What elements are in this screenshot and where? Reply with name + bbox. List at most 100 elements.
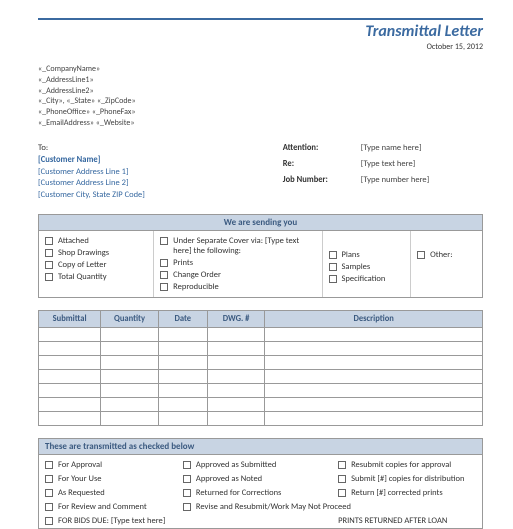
table-cell[interactable] xyxy=(158,398,207,412)
to-block: To: [Customer Name] [Customer Address Li… xyxy=(38,143,483,202)
checkbox-label: Shop Drawings xyxy=(58,248,109,258)
checkbox[interactable] xyxy=(338,461,346,469)
table-cell[interactable] xyxy=(39,370,101,384)
checkbox[interactable] xyxy=(160,283,168,291)
table-row xyxy=(39,342,483,356)
table-cell[interactable] xyxy=(207,356,265,370)
company-csz: «_City», «_State» «_ZipCode» xyxy=(38,96,483,107)
checkbox[interactable] xyxy=(45,489,53,497)
table-cell[interactable] xyxy=(207,398,265,412)
customer-name[interactable]: [Customer Name] xyxy=(38,155,283,167)
table-cell[interactable] xyxy=(265,328,483,342)
table-cell[interactable] xyxy=(265,370,483,384)
table-cell[interactable] xyxy=(101,356,159,370)
table-cell[interactable] xyxy=(158,328,207,342)
checkbox[interactable] xyxy=(329,263,337,271)
checkbox-label: Samples xyxy=(342,262,371,272)
checkbox-row: Returned for Corrections xyxy=(183,488,338,498)
checkbox-row: Return [#] corrected prints xyxy=(338,488,476,498)
checkbox[interactable] xyxy=(183,475,191,483)
checkbox-row: Other: xyxy=(417,250,476,260)
table-cell[interactable] xyxy=(101,328,159,342)
company-email: «_EmailAddress» «_Website» xyxy=(38,118,483,129)
table-cell[interactable] xyxy=(101,370,159,384)
checkbox[interactable] xyxy=(329,251,337,259)
sending-col2-head: Under Separate Cover via: [Type text her… xyxy=(173,236,315,256)
checkbox-row: Approved as Noted xyxy=(183,474,338,484)
table-cell[interactable] xyxy=(39,412,101,426)
table-cell[interactable] xyxy=(207,328,265,342)
sending-col2: Under Separate Cover via: [Type text her… xyxy=(154,231,322,297)
checkbox-label: Specification xyxy=(342,274,386,284)
checkbox[interactable] xyxy=(183,461,191,469)
table-row xyxy=(39,370,483,384)
re-field[interactable]: [Type text here] xyxy=(361,159,416,169)
table-cell[interactable] xyxy=(207,384,265,398)
table-cell[interactable] xyxy=(207,412,265,426)
checkbox-label: Revise and Resubmit/Work May Not Proceed xyxy=(196,502,351,512)
checkbox[interactable] xyxy=(45,517,53,525)
table-cell[interactable] xyxy=(158,384,207,398)
table-cell[interactable] xyxy=(265,384,483,398)
checkbox[interactable] xyxy=(160,237,168,245)
checkbox-row: Specification xyxy=(329,274,405,284)
table-cell[interactable] xyxy=(265,398,483,412)
checkbox[interactable] xyxy=(338,489,346,497)
attention-field[interactable]: [Type name here] xyxy=(361,143,422,153)
table-cell[interactable] xyxy=(39,384,101,398)
table-row xyxy=(39,412,483,426)
table-cell[interactable] xyxy=(158,356,207,370)
checkbox-label: Return [#] corrected prints xyxy=(351,488,443,498)
checkbox[interactable] xyxy=(45,237,53,245)
table-cell[interactable] xyxy=(39,398,101,412)
job-field[interactable]: [Type number here] xyxy=(361,175,430,185)
table-cell[interactable] xyxy=(101,384,159,398)
table-cell[interactable] xyxy=(207,342,265,356)
checkbox[interactable] xyxy=(45,475,53,483)
table-row xyxy=(39,398,483,412)
checkbox[interactable] xyxy=(45,261,53,269)
transmitted-grid: For ApprovalApproved as SubmittedResubmi… xyxy=(38,455,483,529)
checkbox-row: Prints xyxy=(160,258,315,268)
table-cell[interactable] xyxy=(101,342,159,356)
table-cell[interactable] xyxy=(39,328,101,342)
checkbox[interactable] xyxy=(417,251,425,259)
checkbox[interactable] xyxy=(45,249,53,257)
transmitted-row: For Review and CommentRevise and Resubmi… xyxy=(45,500,476,514)
checkbox[interactable] xyxy=(183,489,191,497)
checkbox-row: Samples xyxy=(329,262,405,272)
table-cell[interactable] xyxy=(265,356,483,370)
table-cell[interactable] xyxy=(207,370,265,384)
checkbox[interactable] xyxy=(160,259,168,267)
customer-csz[interactable]: [Customer City, State ZIP Code] xyxy=(38,190,283,202)
checkbox-row: Plans xyxy=(329,250,405,260)
table-cell[interactable] xyxy=(101,412,159,426)
customer-addr1[interactable]: [Customer Address Line 1] xyxy=(38,167,283,179)
table-cell[interactable] xyxy=(158,370,207,384)
table-cell[interactable] xyxy=(265,412,483,426)
table-cell[interactable] xyxy=(265,342,483,356)
table-cell[interactable] xyxy=(101,398,159,412)
checkbox[interactable] xyxy=(338,475,346,483)
checkbox[interactable] xyxy=(45,461,53,469)
checkbox[interactable] xyxy=(329,275,337,283)
company-addr2: «_AddressLine2» xyxy=(38,86,483,97)
submittal-table: SubmittalQuantityDateDWG. #Description xyxy=(38,310,483,426)
header-date: October 15, 2012 xyxy=(38,42,483,52)
checkbox[interactable] xyxy=(45,503,53,511)
sending-title: We are sending you xyxy=(38,214,483,231)
sending-grid: AttachedShop DrawingsCopy of LetterTotal… xyxy=(38,231,483,298)
table-cell[interactable] xyxy=(158,342,207,356)
checkbox-label: Approved as Noted xyxy=(196,474,262,484)
table-cell[interactable] xyxy=(39,342,101,356)
checkbox[interactable] xyxy=(183,503,191,511)
checkbox[interactable] xyxy=(45,273,53,281)
table-cell[interactable] xyxy=(39,356,101,370)
checkbox-row: Reproducible xyxy=(160,282,315,292)
checkbox-label: For Your Use xyxy=(58,474,102,484)
checkbox-label: Submit [#] copies for distribution xyxy=(351,474,464,484)
table-cell[interactable] xyxy=(158,412,207,426)
customer-addr2[interactable]: [Customer Address Line 2] xyxy=(38,178,283,190)
checkbox-label: Total Quantity xyxy=(58,272,107,282)
checkbox[interactable] xyxy=(160,271,168,279)
